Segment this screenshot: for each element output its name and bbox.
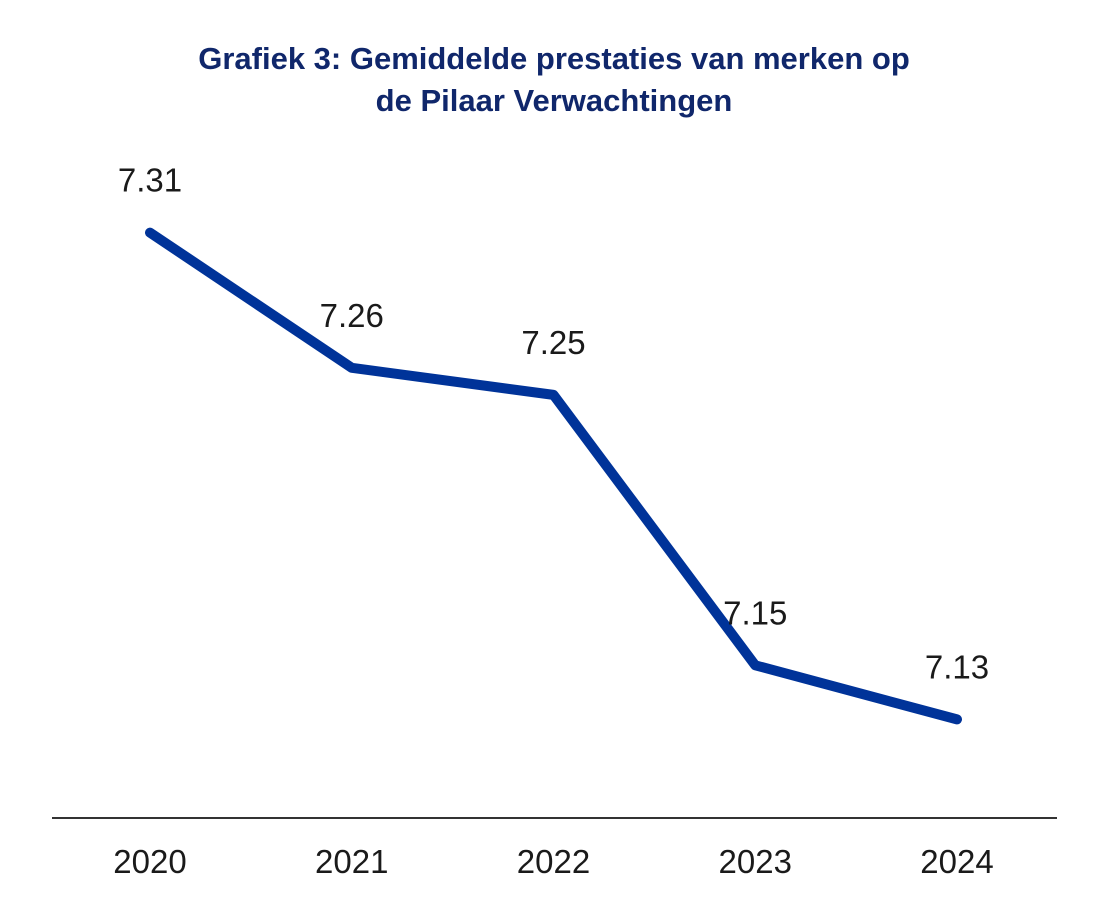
data-point-2020	[149, 231, 151, 234]
chart-title-line-1: Grafiek 3: Gemiddelde prestaties van mer…	[198, 41, 910, 76]
data-label-2024: 7.13	[925, 648, 989, 685]
series-line	[145, 227, 962, 725]
data-points	[149, 231, 958, 721]
data-label-2021: 7.26	[320, 297, 384, 334]
data-label-2022: 7.25	[521, 324, 585, 361]
data-label-2020: 7.31	[118, 162, 182, 199]
data-point-2024	[956, 718, 958, 721]
chart-title-line-2: de Pilaar Verwachtingen	[375, 83, 733, 118]
data-labels: 7.31 7.26 7.25 7.15 7.13	[118, 162, 989, 686]
data-point-2021	[350, 366, 353, 369]
data-label-2023: 7.15	[723, 594, 787, 631]
x-tick-label-2022: 2022	[517, 843, 590, 880]
data-point-2022	[552, 393, 555, 396]
chart-title: Grafiek 3: Gemiddelde prestaties van mer…	[0, 38, 1108, 122]
data-point-2023	[754, 664, 757, 667]
x-tick-label-2020: 2020	[113, 843, 186, 880]
x-tick-label-2021: 2021	[315, 843, 388, 880]
x-tick-label-2023: 2023	[719, 843, 792, 880]
x-tick-label-2024: 2024	[920, 843, 993, 880]
x-tick-labels: 2020 2021 2022 2023 2024	[113, 843, 993, 880]
